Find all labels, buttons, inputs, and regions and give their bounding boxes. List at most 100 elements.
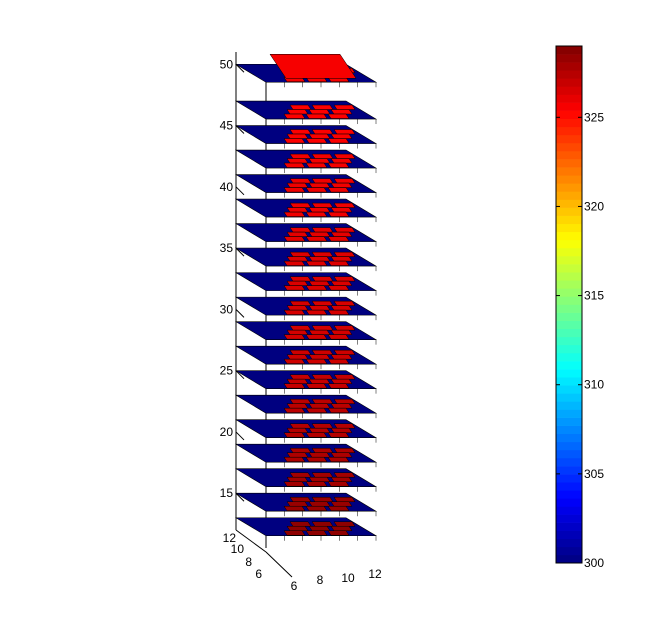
- slice-cell: [311, 398, 334, 404]
- colorbar-segment: [556, 183, 582, 192]
- slice-cell: [308, 256, 331, 262]
- slice-cell: [308, 403, 331, 409]
- slice-cell: [330, 182, 353, 188]
- slice-41: [234, 174, 378, 198]
- slice-plane: [234, 443, 378, 463]
- colorbar-segment: [556, 62, 582, 71]
- slice-cell: [311, 178, 334, 184]
- slice-cell: [311, 374, 334, 380]
- z-tick-label: 25: [220, 364, 234, 378]
- colorbar-segment: [556, 441, 582, 451]
- slice-cell: [283, 407, 306, 413]
- colorbar-segment: [556, 280, 582, 289]
- slice-cell: [327, 383, 350, 389]
- colorbar-segment: [556, 296, 582, 305]
- slice-cell: [305, 505, 328, 511]
- slice-cell: [283, 211, 306, 217]
- slice-cell: [333, 227, 356, 233]
- slice-plane: [234, 198, 378, 218]
- slice-cell: [308, 109, 331, 115]
- colorbar-segment: [556, 118, 582, 128]
- colorbar-tick-label: 325: [584, 110, 604, 124]
- z-tick-mark: [235, 309, 245, 318]
- slice-cell: [333, 472, 356, 478]
- slice-cell: [286, 256, 309, 262]
- slice-cell: [327, 530, 350, 536]
- z-tick-mark: [235, 63, 245, 73]
- slice-cell: [330, 329, 353, 335]
- colorbar-segment: [556, 199, 582, 208]
- slice-cell: [289, 251, 312, 257]
- slice-cell: [327, 236, 350, 242]
- slice-cell: [330, 158, 353, 164]
- colorbar-segment: [556, 175, 582, 184]
- colorbar-segment: [556, 490, 582, 499]
- slice-cell: [289, 349, 312, 355]
- slice-cell: [305, 383, 328, 389]
- slice-cell: [327, 505, 350, 511]
- slice-cell: [283, 481, 306, 487]
- z-tick-mark: [235, 492, 245, 502]
- colorbar-segment: [556, 207, 582, 216]
- colorbar-segment: [556, 247, 582, 257]
- slice-cell: [308, 280, 331, 286]
- slice-31: [234, 296, 378, 321]
- colorbar-segment: [556, 530, 582, 540]
- slice-cell: [330, 378, 353, 384]
- slice-cell: [311, 276, 334, 282]
- slice-cell: [333, 349, 356, 355]
- colorbar-segment: [556, 336, 582, 346]
- slice-cell: [330, 427, 353, 433]
- x-tick-label: 6: [291, 579, 298, 593]
- colorbar-segment: [556, 239, 582, 249]
- colorbar-segment: [556, 393, 582, 402]
- slice-cell: [327, 138, 350, 144]
- colorbar-segment: [556, 401, 582, 410]
- slice-cell: [286, 280, 309, 286]
- slice-cell: [330, 525, 353, 531]
- slice-cell: [311, 202, 334, 208]
- slice-cell: [330, 354, 353, 360]
- slice-cell: [283, 456, 306, 462]
- slice-cell: [308, 501, 331, 507]
- slice-cell: [330, 476, 353, 482]
- slice-cell: [305, 481, 328, 487]
- slice-17: [234, 468, 378, 492]
- slice-cell: [333, 276, 356, 282]
- slice-cell: [305, 456, 328, 462]
- slice-plane: [234, 125, 378, 144]
- slice-cell: [289, 276, 312, 282]
- colorbar-segment: [556, 223, 582, 233]
- slice-cell: [283, 113, 306, 119]
- y-tick-label: 8: [245, 555, 252, 569]
- slice-cell: [327, 309, 350, 315]
- slice-cell: [333, 251, 356, 257]
- slice-cell: [286, 354, 309, 360]
- slice-plane: [234, 174, 378, 193]
- slice-cell: [330, 133, 353, 139]
- colorbar-segment: [556, 215, 582, 225]
- y-tick-label: 6: [255, 567, 262, 581]
- slice-cell: [286, 329, 309, 335]
- z-tick-label: 40: [220, 180, 234, 194]
- slice-cell: [305, 260, 328, 266]
- slice-cell: [308, 354, 331, 360]
- slice-cell: [308, 207, 331, 213]
- slice-plane: [234, 223, 378, 242]
- colorbar-segment: [556, 142, 582, 152]
- slice-cell: [330, 501, 353, 507]
- slice-cell: [283, 358, 306, 364]
- colorbar-segment: [556, 433, 582, 443]
- slice-21: [234, 419, 378, 443]
- slice-cell: [308, 378, 331, 384]
- x-tick-label: 8: [317, 573, 324, 587]
- colorbar-segment: [556, 264, 582, 273]
- slice-cell: [308, 427, 331, 433]
- slice-cell: [289, 129, 312, 135]
- slice-cell: [289, 447, 312, 453]
- z-tick-label: 15: [220, 486, 234, 500]
- slice-cell: [289, 153, 312, 159]
- colorbar-segment: [556, 320, 582, 330]
- colorbar-segment: [556, 377, 582, 386]
